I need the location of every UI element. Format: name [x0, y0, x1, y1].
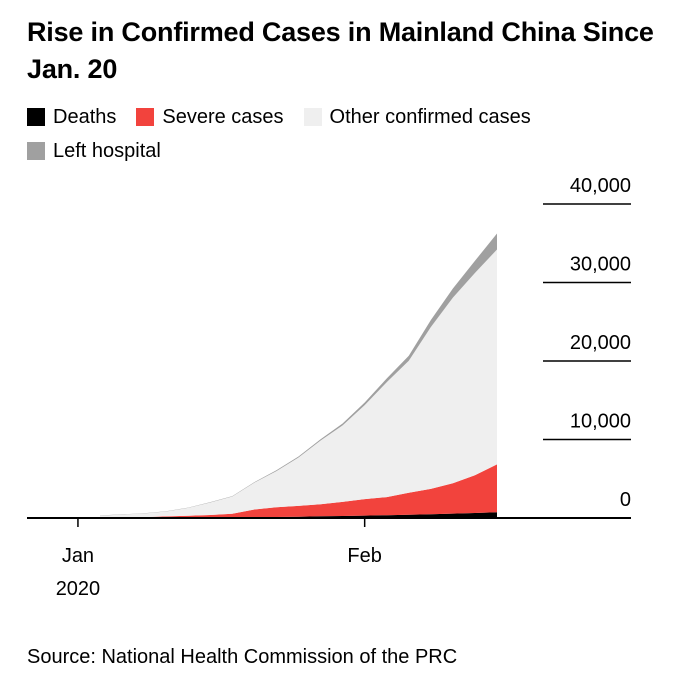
legend-label-other-confirmed-cases: Other confirmed cases [329, 106, 531, 128]
x-tick-label-feb: Feb [347, 545, 381, 567]
x-tick-label-jan: Jan [62, 545, 94, 567]
legend-item-other-confirmed-cases: Other confirmed cases [303, 105, 531, 129]
chart-title: Rise in Confirmed Cases in Mainland Chin… [27, 14, 657, 88]
source-note: Source: National Health Commission of th… [27, 646, 458, 668]
legend-label-left-hospital: Left hospital [53, 140, 161, 162]
legend-swatch-left-hospital [27, 142, 45, 160]
legend-label-deaths: Deaths [53, 106, 117, 128]
area-severe-cases [100, 464, 497, 518]
legend-row-1: Deaths Severe cases Other confirmed case… [27, 100, 667, 134]
legend-item-severe-cases: Severe cases [136, 105, 284, 129]
legend-swatch-deaths [27, 108, 45, 126]
y-tick-label-10000: 10,000 [570, 411, 631, 433]
legend: Deaths Severe cases Other confirmed case… [27, 100, 667, 168]
legend-label-severe-cases: Severe cases [162, 106, 284, 128]
legend-item-deaths: Deaths [27, 105, 116, 129]
chart-title-text: Rise in Confirmed Cases in Mainland Chin… [27, 17, 654, 84]
x-tick-sublabel-jan: 2020 [56, 578, 101, 600]
area-deaths [100, 512, 497, 518]
legend-row-2: Left hospital [27, 134, 667, 168]
y-tick-label-0: 0 [620, 489, 631, 511]
legend-swatch-other-confirmed-cases [303, 108, 322, 126]
legend-swatch-severe-cases [136, 108, 155, 126]
legend-item-left-hospital: Left hospital [27, 139, 161, 163]
y-tick-label-20000: 20,000 [570, 332, 631, 354]
y-tick-label-40000: 40,000 [570, 175, 631, 197]
area-other-confirmed-cases [100, 249, 497, 518]
y-tick-label-30000: 30,000 [570, 254, 631, 276]
